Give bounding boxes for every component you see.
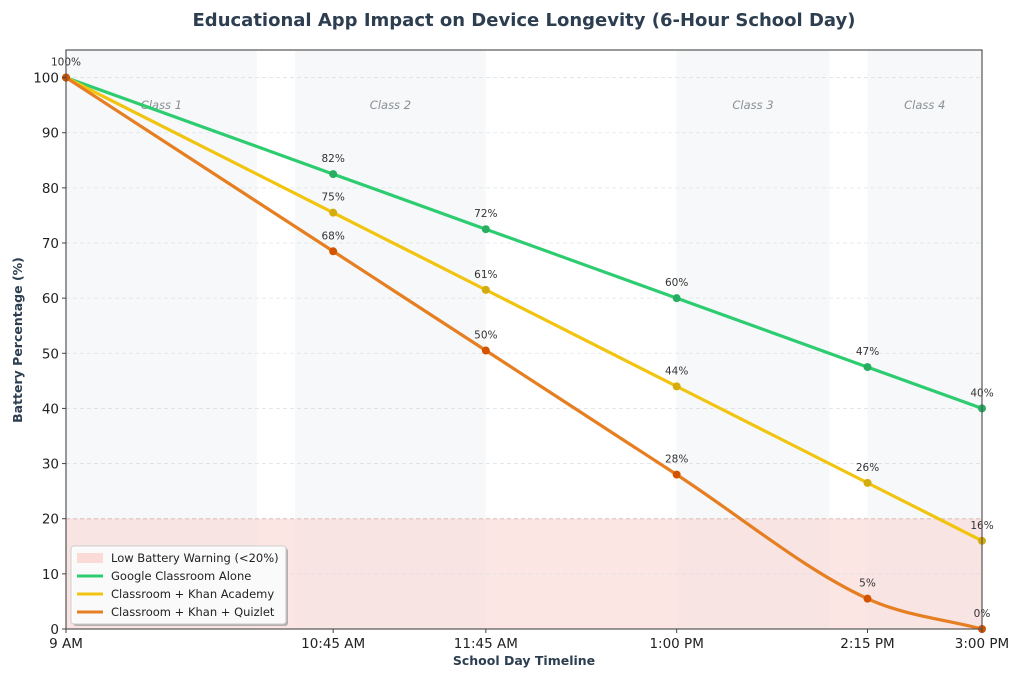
data-label: 60% [665,277,688,289]
data-label: 47% [856,346,879,358]
data-label: 68% [321,230,344,242]
legend-entry-label: Classroom + Khan + Quizlet [111,605,275,619]
data-label: 26% [856,462,879,474]
y-tick-label: 100 [33,71,59,87]
class-band-label: Class 3 [732,98,773,112]
data-point [481,225,490,234]
data-labels: 100%82%72%60%47%40%75%61%44%26%16%68%50%… [51,57,994,620]
y-tick-label: 70 [42,236,59,252]
y-tick-label: 30 [42,457,59,473]
plot-frame [65,49,983,630]
data-point [329,208,338,217]
y-tick-label: 90 [42,126,59,142]
data-point [329,247,338,256]
y-tick-label: 60 [42,291,59,307]
chart-title: Educational App Impact on Device Longevi… [193,10,856,31]
data-point [481,285,490,294]
data-point [481,346,490,355]
y-axis-ticks: 0 10 20 30 40 50 60 70 80 90 100 [33,71,66,638]
data-label: 28% [665,454,688,466]
data-label: 75% [321,192,344,204]
x-axis-ticks: 9 AM 10:45 AM 11:45 AM 1:00 PM 2:15 PM 3:00 P… [49,629,1009,652]
data-point [672,382,681,391]
data-point [863,594,872,603]
legend-entry-label: Low Battery Warning (<20%) [111,551,279,565]
y-tick-label: 50 [42,346,59,362]
x-tick-label: 3:00 PM [955,636,1009,652]
y-tick-label: 80 [42,181,59,197]
class-band-label: Class 4 [904,98,945,112]
x-axis-label: School Day Timeline [453,653,595,668]
legend-swatch-low-battery [77,553,103,563]
data-label: 61% [474,269,497,281]
x-tick-label: 9 AM [49,636,83,652]
legend-box [70,545,287,625]
data-label: 44% [665,365,688,377]
data-point [863,478,872,487]
data-label: 50% [474,330,497,342]
data-point [672,294,681,303]
legend: Low Battery Warning (<20%) Google Classro… [70,545,288,626]
x-tick-label: 1:00 PM [649,636,703,652]
x-tick-label: 2:15 PM [840,636,894,652]
data-point [863,363,872,372]
y-axis-label: Battery Percentage (%) [10,257,25,423]
data-label: 72% [474,208,497,220]
x-tick-label: 11:45 AM [454,636,518,652]
data-label: 82% [321,153,344,165]
x-tick-label: 10:45 AM [301,636,365,652]
y-tick-label: 0 [50,622,59,638]
data-point [672,470,681,479]
legend-entry-label: Classroom + Khan Academy [111,587,274,601]
data-label: 5% [859,578,876,590]
y-tick-label: 10 [42,567,59,583]
y-tick-label: 40 [42,401,59,417]
y-tick-label: 20 [42,512,59,528]
legend-entry-label: Google Classroom Alone [111,569,251,583]
class-band-label: Class 2 [370,98,411,112]
data-point [329,170,338,179]
